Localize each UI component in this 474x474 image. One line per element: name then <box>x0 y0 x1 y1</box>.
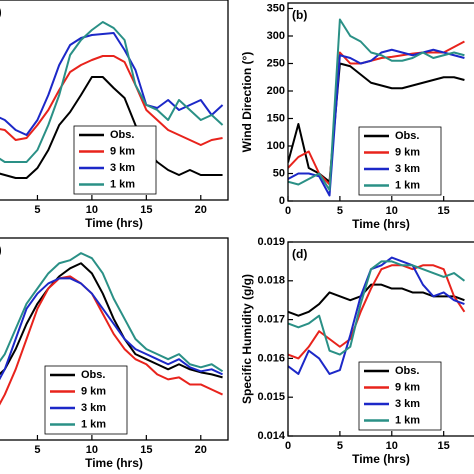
data-line <box>0 277 223 381</box>
legend-label: 1 km <box>81 418 106 430</box>
legend: Obs. 9 km 3 km 1 km <box>358 361 442 431</box>
x-tick-label: 10 <box>86 204 98 216</box>
axes-frame <box>287 241 474 437</box>
y-tick-label: 100 <box>267 140 285 152</box>
data-line <box>288 62 465 183</box>
x-axis-label: Time (hrs) <box>85 456 143 470</box>
legend-label: 1 km <box>395 414 420 426</box>
x-tick-label: 5 <box>34 444 40 456</box>
y-tick-label: 0.014 <box>257 430 285 442</box>
panel-label: (b) <box>292 8 307 22</box>
x-tick-label: 10 <box>386 205 398 217</box>
data-line <box>288 283 465 317</box>
legend: Obs. 9 km 3 km 1 km <box>358 126 442 196</box>
data-line <box>288 260 466 356</box>
y-tick-label: 200 <box>267 85 285 97</box>
data-line <box>0 32 224 136</box>
panel-label: (a) <box>0 5 2 19</box>
x-tick-label: 10 <box>86 444 98 456</box>
plot-area <box>288 18 465 197</box>
data-line <box>288 18 465 191</box>
y-tick-label: 0.017 <box>257 314 285 326</box>
legend-label: 1 km <box>110 178 135 190</box>
x-tick-label: 15 <box>140 444 152 456</box>
x-tick-label: 0 <box>285 205 291 217</box>
legend-label: 9 km <box>395 381 420 393</box>
x-axis-label: Time (hrs) <box>352 217 410 231</box>
y-tick-label: 300 <box>267 30 285 42</box>
legend-label: 1 km <box>395 179 420 191</box>
y-tick-label: 0.015 <box>257 391 285 403</box>
y-tick-label: 0.016 <box>257 352 285 364</box>
legend-label: 3 km <box>110 162 135 174</box>
data-line <box>288 48 465 197</box>
data-line <box>0 262 223 379</box>
data-line <box>288 256 465 375</box>
x-tick-label: 15 <box>438 440 450 452</box>
x-axis-label: Time (hrs) <box>352 452 410 466</box>
legend-label: Obs. <box>395 365 419 377</box>
legend-box <box>358 126 442 196</box>
panel: 5 10 15 20 Time (hrs) (c) Obs. 9 km 3 km 1 km <box>0 237 229 470</box>
y-axis-label: Wind Direction (°) <box>240 52 254 153</box>
y-tick-label: 50 <box>273 167 285 179</box>
x-tick-label: 10 <box>386 440 398 452</box>
x-tick-label: 15 <box>438 205 450 217</box>
x-tick-label: 20 <box>195 204 207 216</box>
legend-label: 9 km <box>81 385 106 397</box>
legend-label: Obs. <box>395 130 419 142</box>
legend-label: Obs. <box>110 129 134 141</box>
panel: 5 10 15 20 Time (hrs) (a) Obs. 9 km 3 km 1 km <box>0 0 229 230</box>
x-tick-label: 20 <box>195 444 207 456</box>
axes-frame <box>287 2 474 202</box>
x-tick-label: 15 <box>140 204 152 216</box>
data-line <box>0 76 223 179</box>
legend: Obs. 9 km 3 km 1 km <box>73 125 157 195</box>
data-line <box>288 40 465 186</box>
x-tick-label: 5 <box>337 440 343 452</box>
y-tick-label: 0.019 <box>257 236 285 248</box>
axes-frame <box>0 237 229 441</box>
legend: Obs. 9 km 3 km 1 km <box>44 365 128 435</box>
data-line <box>288 264 466 360</box>
legend-box <box>44 365 128 435</box>
data-line <box>0 275 223 406</box>
data-line <box>0 21 224 163</box>
legend-box <box>358 361 442 431</box>
y-tick-label: 250 <box>267 57 285 69</box>
axes-frame <box>0 0 229 201</box>
legend-label: 9 km <box>110 145 135 157</box>
legend-label: 3 km <box>81 402 106 414</box>
x-tick-label: 5 <box>34 204 40 216</box>
legend-box <box>73 125 157 195</box>
data-line <box>0 55 223 146</box>
plot-area <box>0 21 224 179</box>
panel: 0 5 10 15 0.014 0.015 0.016 0.017 0.018 0.019 Time… <box>240 236 474 466</box>
plot-area <box>288 256 466 375</box>
y-axis-label: Specific Humidity (g/g) <box>240 274 254 404</box>
y-tick-label: 150 <box>267 112 285 124</box>
panel-label: (c) <box>0 243 2 257</box>
data-line <box>0 252 224 373</box>
y-tick-label: 0 <box>279 195 285 207</box>
y-tick-label: 350 <box>267 2 285 14</box>
legend-label: 3 km <box>395 398 420 410</box>
x-tick-label: 5 <box>337 205 343 217</box>
legend-label: 3 km <box>395 163 420 175</box>
y-tick-label: 0.018 <box>257 275 285 287</box>
x-axis-label: Time (hrs) <box>85 216 143 230</box>
legend-label: 9 km <box>395 146 420 158</box>
plot-area <box>0 252 224 406</box>
panel-label: (d) <box>292 247 307 261</box>
x-tick-label: 0 <box>285 440 291 452</box>
legend-label: Obs. <box>81 369 105 381</box>
